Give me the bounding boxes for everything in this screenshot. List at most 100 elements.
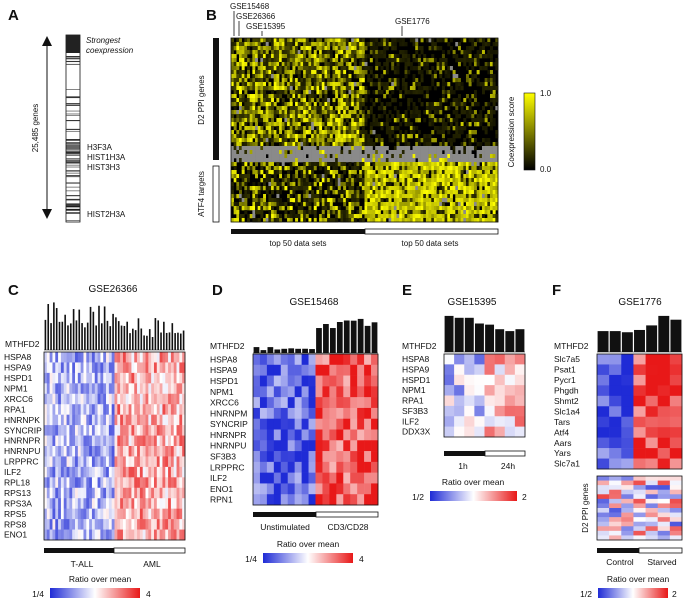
heatmap-cell	[233, 62, 237, 67]
heatmap-cell	[364, 138, 368, 143]
heatmap-cell	[412, 102, 416, 107]
heatmap-cell	[294, 483, 302, 495]
heatmap-cell	[455, 42, 459, 47]
gene-labels-d: HSPA8HSPA9HSPD1NPM1XRCC6HNRNPMSYNCRIPHNR…	[210, 354, 248, 504]
heatmap-cell	[348, 66, 352, 71]
heatmap-cell	[281, 70, 285, 75]
heatmap-cell	[279, 38, 283, 43]
heatmap-cell	[268, 174, 272, 179]
heatmap-cell	[356, 110, 360, 115]
heatmap-cell	[60, 362, 65, 374]
heatmap-cell	[273, 66, 277, 71]
heatmap-cell	[369, 146, 373, 151]
heatmap-cell	[295, 150, 299, 155]
heatmap-cell	[425, 170, 429, 175]
heatmap-cell	[371, 429, 379, 441]
heatmap-cell	[179, 487, 183, 499]
heatmap-cell	[359, 102, 363, 107]
heatmap-cell	[60, 446, 65, 457]
heatmap-cell	[377, 190, 381, 195]
heatmap-cell	[241, 206, 245, 211]
heatmap-cell	[327, 154, 331, 159]
heatmap-cell	[153, 498, 158, 509]
heatmap-cell	[401, 78, 405, 83]
heatmap-cell	[108, 487, 112, 499]
heatmap-cell	[236, 218, 240, 223]
heatmap-cell	[55, 372, 59, 384]
heatmap-cell	[319, 118, 323, 123]
heatmap-cell	[444, 190, 448, 195]
heatmap-cell	[280, 494, 289, 506]
heatmap-cell	[471, 202, 475, 207]
heatmap-cell	[303, 38, 307, 43]
heatmap-cell	[399, 130, 403, 135]
heatmap-cell	[289, 150, 293, 155]
heatmap-cell	[252, 114, 256, 119]
heatmap-cell	[292, 158, 296, 163]
heatmap-cell	[319, 166, 323, 171]
heatmap-cell	[128, 487, 132, 499]
heatmap-cell	[257, 138, 261, 143]
heatmap-cell	[492, 190, 496, 195]
heatmap-cell	[449, 206, 453, 211]
heatmap-cell	[244, 194, 248, 199]
heatmap-cell	[377, 218, 381, 223]
heatmap-cell	[179, 425, 183, 436]
heatmap-cell	[134, 383, 138, 395]
heatmap-cell	[60, 352, 65, 363]
heatmap-cell	[468, 46, 472, 51]
heatmap-cell	[103, 362, 107, 374]
heatmap-cell	[279, 134, 283, 139]
heatmap-cell	[311, 166, 315, 171]
heatmap-cell	[428, 38, 432, 43]
heatmap-cell	[455, 98, 459, 103]
heatmap-cell	[364, 62, 368, 67]
heatmap-cell	[170, 414, 175, 426]
heatmap-cell	[49, 435, 53, 447]
heatmap-cell	[356, 162, 360, 167]
heatmap-cell	[463, 154, 467, 159]
heatmap-cell	[308, 106, 312, 111]
mthfd2-bar	[495, 329, 505, 352]
heatmap-cell	[439, 66, 443, 71]
heatmap-cell	[308, 440, 316, 452]
heatmap-cell	[481, 54, 485, 59]
heatmap-cell	[412, 214, 416, 219]
heatmap-cell	[444, 374, 455, 386]
heatmap-cell	[476, 62, 480, 67]
heatmap-cell	[239, 38, 242, 43]
heatmap-cell	[495, 218, 499, 223]
heatmap-cell	[142, 487, 146, 499]
heatmap-cell	[369, 66, 373, 71]
genes-count-arrow	[42, 36, 52, 219]
heatmap-cell	[361, 130, 365, 135]
heatmap-cell	[253, 418, 261, 430]
heatmap-cell	[297, 82, 301, 87]
heatmap-cell	[367, 154, 371, 159]
heatmap-cell	[481, 150, 485, 155]
heatmap-cell	[252, 70, 256, 75]
heatmap-cell	[241, 158, 245, 163]
heatmap-cell	[356, 130, 360, 135]
heatmap-cell	[231, 86, 234, 91]
heatmap-cell	[495, 186, 499, 191]
heatmap-cell	[239, 142, 242, 147]
heatmap-cell	[268, 66, 272, 71]
heatmap-cell	[487, 182, 491, 187]
heatmap-cell	[106, 352, 110, 363]
heatmap-cell	[303, 62, 307, 67]
heatmap-cell	[168, 446, 172, 457]
heatmap-cell	[305, 194, 309, 199]
heatmap-cell	[100, 435, 104, 447]
heatmap-cell	[417, 158, 421, 163]
heatmap-cell	[417, 130, 421, 135]
heatmap-cell	[134, 425, 138, 436]
heatmap-cell	[372, 42, 376, 47]
heatmap-cell	[412, 166, 416, 171]
heatmap-cell	[239, 42, 242, 47]
heatmap-cell	[268, 154, 272, 159]
heatmap-cell	[412, 130, 416, 135]
heatmap-cell	[356, 118, 360, 123]
heatmap-cell	[454, 405, 465, 417]
heatmap-cell	[273, 138, 277, 143]
